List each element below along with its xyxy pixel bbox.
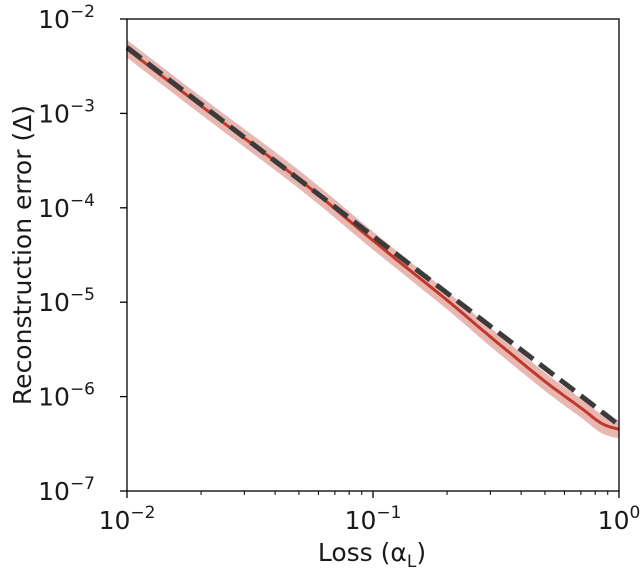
plot-frame [126,18,620,492]
y-tick-label: 10−7 [38,474,95,506]
y-axis-label: Reconstruction error (Δ) [8,105,37,405]
y-tick-label: 10−2 [38,2,95,34]
x-axis-label-close: ) [416,538,426,567]
tick-layer: 10−2 10−1 100 10−7 10−6 10−5 10−4 10−3 10−2 [38,2,640,535]
x-axis-label-main: Loss (α [318,538,407,567]
x-tick-label: 100 [598,503,641,535]
x-tick-label: 10−1 [345,503,402,535]
x-axis-label: Loss (αL) [318,538,426,572]
series-line-layer [125,45,621,431]
x-axis-label-subscript: L [407,552,417,572]
x-tick-label: 10−2 [99,503,156,535]
y-tick-label: 10−6 [38,380,95,412]
y-tick-label: 10−5 [38,285,95,317]
series-line-0 [126,47,620,431]
y-tick-label: 10−3 [38,96,95,128]
y-tick-label: 10−4 [38,191,95,223]
